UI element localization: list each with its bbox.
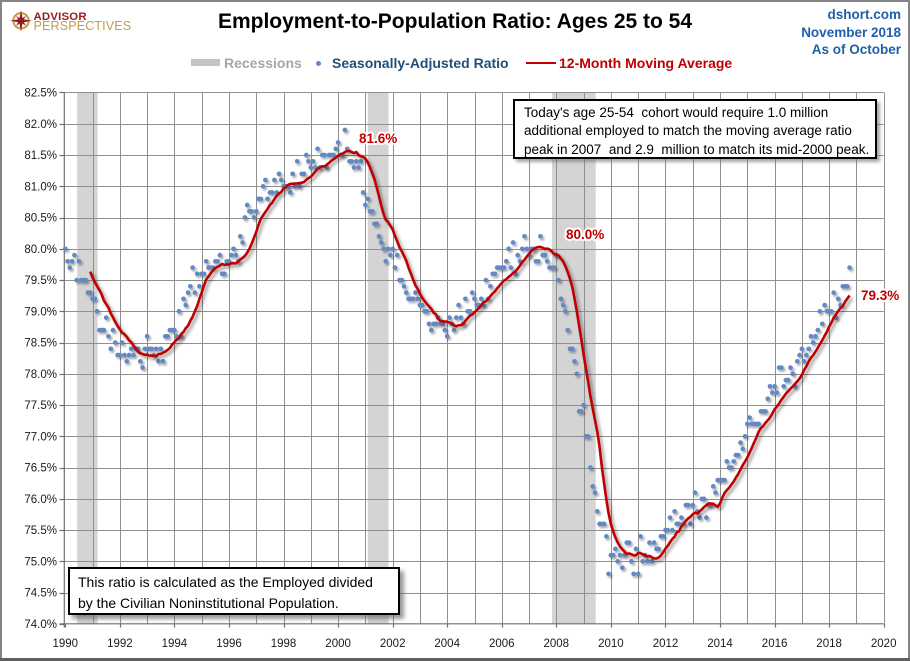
svg-text:81.6%: 81.6% — [359, 131, 397, 146]
svg-text:76.0%: 76.0% — [24, 494, 57, 506]
svg-text:1994: 1994 — [162, 638, 188, 650]
svg-text:ADVISOR: ADVISOR — [34, 11, 87, 23]
svg-text:2014: 2014 — [707, 638, 733, 650]
svg-text:2008: 2008 — [544, 638, 570, 650]
svg-text:82.0%: 82.0% — [24, 119, 57, 131]
svg-text:79.3%: 79.3% — [861, 288, 899, 303]
svg-text:81.5%: 81.5% — [24, 150, 57, 162]
svg-text:PERSPECTIVES: PERSPECTIVES — [34, 19, 132, 33]
svg-text:78.5%: 78.5% — [24, 338, 57, 350]
svg-text:1992: 1992 — [107, 638, 133, 650]
svg-text:80.0%: 80.0% — [24, 244, 57, 256]
svg-text:78.0%: 78.0% — [24, 369, 57, 381]
svg-text:82.5%: 82.5% — [24, 88, 57, 100]
svg-text:79.0%: 79.0% — [24, 306, 57, 318]
svg-text:80.0%: 80.0% — [566, 227, 604, 242]
svg-text:2000: 2000 — [325, 638, 351, 650]
svg-text:79.5%: 79.5% — [24, 275, 57, 287]
svg-text:2016: 2016 — [762, 638, 788, 650]
svg-text:2006: 2006 — [489, 638, 515, 650]
svg-text:2002: 2002 — [380, 638, 406, 650]
svg-text:2004: 2004 — [434, 638, 460, 650]
svg-text:77.0%: 77.0% — [24, 431, 57, 443]
svg-text:80.5%: 80.5% — [24, 213, 57, 225]
svg-text:2010: 2010 — [598, 638, 624, 650]
svg-text:76.5%: 76.5% — [24, 463, 57, 475]
svg-text:74.0%: 74.0% — [24, 619, 57, 631]
svg-text:2012: 2012 — [653, 638, 679, 650]
svg-text:2018: 2018 — [816, 638, 842, 650]
svg-text:74.5%: 74.5% — [24, 588, 57, 600]
svg-text:75.5%: 75.5% — [24, 525, 57, 537]
svg-text:2020: 2020 — [871, 638, 897, 650]
svg-text:1996: 1996 — [216, 638, 242, 650]
svg-text:81.0%: 81.0% — [24, 181, 57, 193]
svg-text:77.5%: 77.5% — [24, 400, 57, 412]
svg-text:1998: 1998 — [271, 638, 297, 650]
svg-text:1990: 1990 — [53, 638, 79, 650]
svg-text:75.0%: 75.0% — [24, 556, 57, 568]
